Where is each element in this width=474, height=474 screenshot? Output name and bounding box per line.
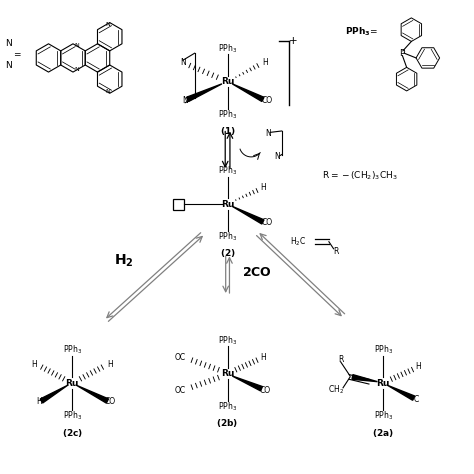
Text: $\rm CH_2$: $\rm CH_2$ xyxy=(328,384,344,396)
Polygon shape xyxy=(77,385,109,403)
Polygon shape xyxy=(232,376,263,391)
Text: Ru: Ru xyxy=(221,369,234,378)
Text: $\mathbf{(2)}$: $\mathbf{(2)}$ xyxy=(220,247,236,259)
Text: $\rm PPh_3$: $\rm PPh_3$ xyxy=(218,231,237,243)
Polygon shape xyxy=(187,84,222,101)
Text: $\rm R=-(CH_2)_3CH_3$: $\rm R=-(CH_2)_3CH_3$ xyxy=(322,170,398,182)
Text: N: N xyxy=(182,96,188,105)
Text: N: N xyxy=(274,153,280,161)
Text: Ru: Ru xyxy=(65,379,79,388)
Text: $\mathbf{PPh_3}$=: $\mathbf{PPh_3}$= xyxy=(346,26,378,38)
Text: $\rm PPh_3$: $\rm PPh_3$ xyxy=(218,42,237,55)
Text: H: H xyxy=(263,58,268,67)
Polygon shape xyxy=(232,84,264,101)
Text: H: H xyxy=(260,353,266,362)
Text: OC: OC xyxy=(175,353,186,362)
Text: $\rm PPh_3$: $\rm PPh_3$ xyxy=(374,410,392,422)
Text: N: N xyxy=(105,90,110,94)
Text: N: N xyxy=(5,61,12,70)
Text: $\rm PPh_3$: $\rm PPh_3$ xyxy=(374,344,392,356)
Text: H: H xyxy=(107,360,113,369)
Text: H: H xyxy=(260,183,266,192)
Text: =: = xyxy=(13,50,20,59)
Text: H: H xyxy=(416,362,421,371)
Text: $\rm PPh_3$: $\rm PPh_3$ xyxy=(218,108,237,121)
Bar xyxy=(173,199,184,210)
Text: N: N xyxy=(74,44,79,48)
Text: N: N xyxy=(180,58,186,67)
Text: R: R xyxy=(333,246,338,255)
Text: N: N xyxy=(74,67,79,73)
Text: $\rm PPh_3$: $\rm PPh_3$ xyxy=(218,401,237,413)
Text: $\rm PPh_3$: $\rm PPh_3$ xyxy=(218,335,237,347)
Text: H: H xyxy=(31,360,37,369)
Text: CO: CO xyxy=(104,397,115,406)
Text: +: + xyxy=(289,36,298,46)
Polygon shape xyxy=(388,385,415,400)
Text: $\mathbf{(2b)}$: $\mathbf{(2b)}$ xyxy=(217,417,239,429)
Text: CO: CO xyxy=(262,96,273,105)
Text: $\rm PPh_3$: $\rm PPh_3$ xyxy=(63,344,82,356)
Text: $\mathbf{(2a)}$: $\mathbf{(2a)}$ xyxy=(372,427,394,438)
Text: Ru: Ru xyxy=(221,200,234,209)
Polygon shape xyxy=(40,385,67,403)
Text: $\mathbf{2CO}$: $\mathbf{2CO}$ xyxy=(242,266,272,279)
Polygon shape xyxy=(352,374,377,382)
Text: CO: CO xyxy=(262,219,273,228)
Text: N: N xyxy=(105,21,110,27)
Text: R: R xyxy=(338,355,343,364)
Text: Ru: Ru xyxy=(221,77,234,86)
Text: CO: CO xyxy=(260,386,271,395)
Text: N: N xyxy=(5,39,12,48)
Polygon shape xyxy=(232,206,264,224)
Text: $\mathbf{(1)}$: $\mathbf{(1)}$ xyxy=(220,125,236,137)
Text: H: H xyxy=(36,397,42,406)
Text: C: C xyxy=(413,395,419,404)
Text: $\mathbf{(2c)}$: $\mathbf{(2c)}$ xyxy=(62,427,82,438)
Text: Ru: Ru xyxy=(376,379,390,388)
Text: $\rm PPh_3$: $\rm PPh_3$ xyxy=(218,165,237,177)
Text: P: P xyxy=(399,49,405,58)
Text: $\rm PPh_3$: $\rm PPh_3$ xyxy=(63,410,82,422)
Text: OC: OC xyxy=(175,386,186,395)
Text: $\mathbf{H_2}$: $\mathbf{H_2}$ xyxy=(115,252,134,269)
Text: N: N xyxy=(265,129,271,138)
Text: $\rm H_2C$: $\rm H_2C$ xyxy=(290,236,306,248)
